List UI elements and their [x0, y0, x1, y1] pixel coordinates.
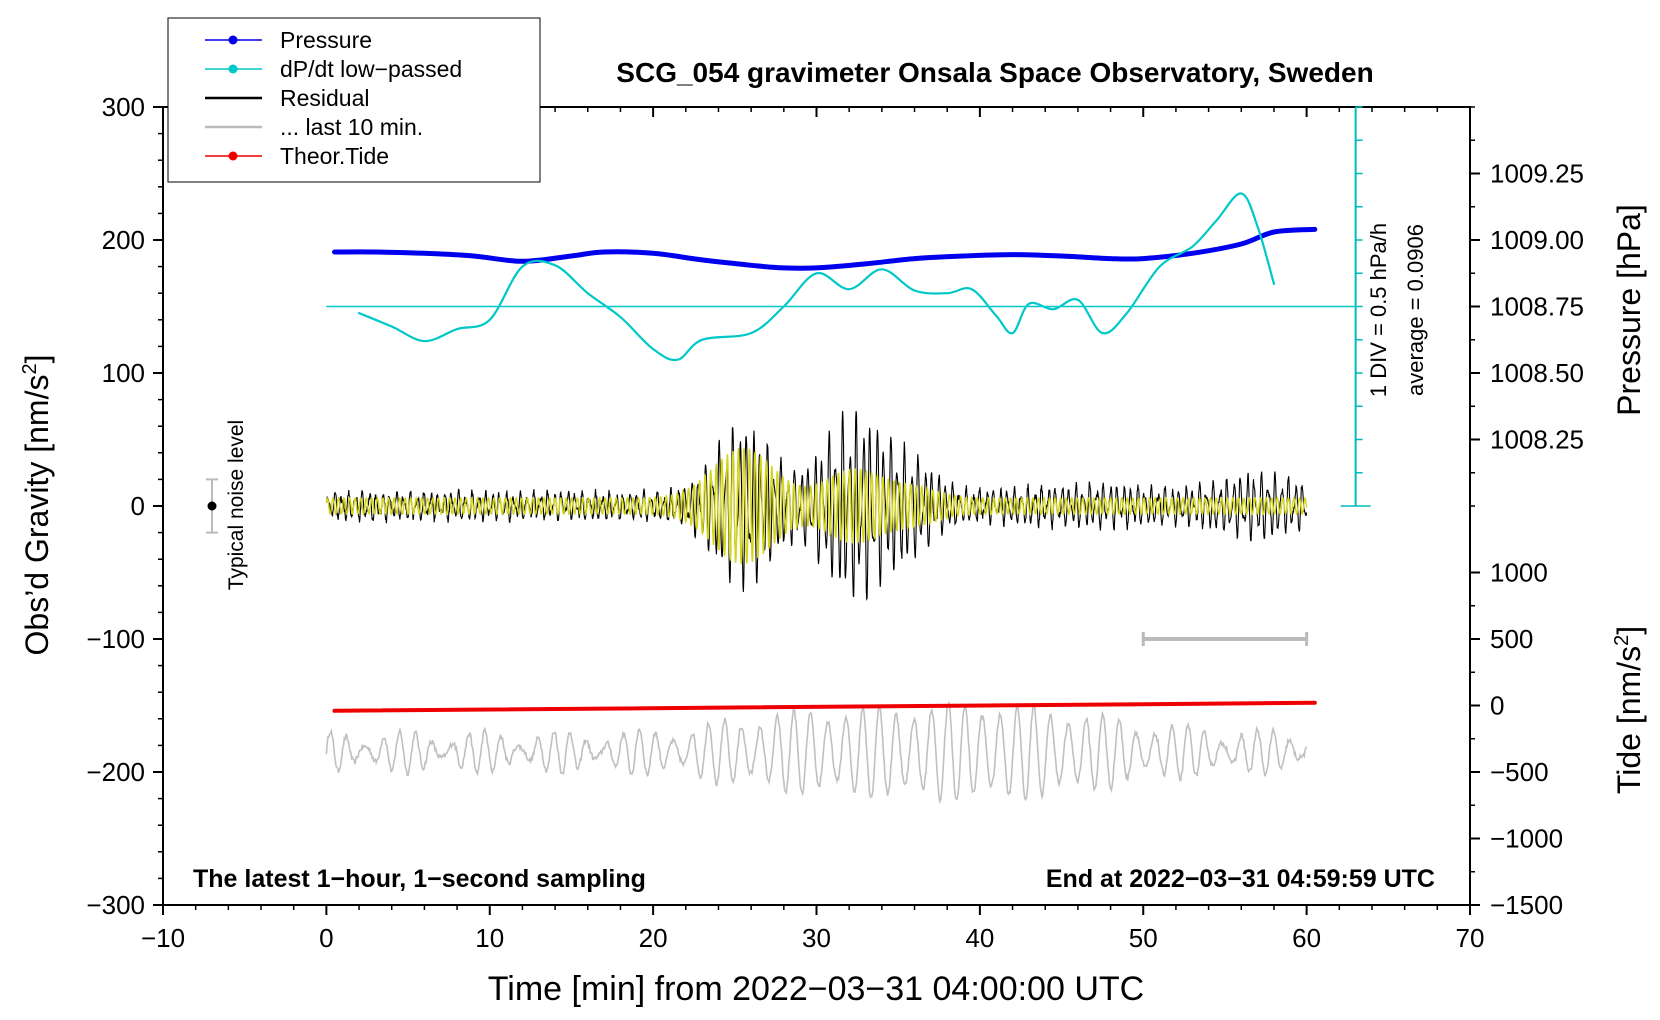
last-10min-trace — [325, 701, 1308, 804]
legend-entry: Residual — [205, 85, 370, 111]
pressure-tick-label: 1009.00 — [1490, 225, 1584, 255]
x-tick-label: 70 — [1456, 923, 1485, 953]
tide-tick-label: 500 — [1490, 624, 1533, 654]
pressure-tick-label: 1008.50 — [1490, 358, 1584, 388]
tide-tick-label: −1500 — [1490, 890, 1563, 920]
x-axis-ticks: −10 0 10 20 30 40 50 60 70 — [141, 107, 1485, 953]
annotation-end-time: End at 2022−03−31 04:59:59 UTC — [1046, 865, 1435, 893]
annotation-sampling: The latest 1−hour, 1−second sampling — [193, 865, 646, 893]
x-tick-label: 50 — [1129, 923, 1158, 953]
legend-label: ... last 10 min. — [280, 114, 423, 140]
y-left-tick-label: 0 — [131, 491, 145, 521]
legend-label: dP/dt low−passed — [280, 56, 462, 82]
noise-point — [207, 501, 217, 511]
tide-label-main: Tide [nm/s — [1611, 646, 1647, 794]
pressure-series — [332, 226, 1318, 271]
x-tick-label: 0 — [319, 923, 333, 953]
y-left-label-main: Obs’d Gravity [nm/s — [19, 375, 55, 656]
x-tick-label: 60 — [1292, 923, 1321, 953]
lowpass-residual-trace — [325, 447, 1308, 565]
legend: Pressure dP/dt low−passed Residual ... last… — [167, 17, 541, 183]
pressure-tick-label: 1008.25 — [1490, 425, 1584, 455]
pressure-axis-ticks: 1008.25 1008.50 1008.75 1009.00 1009.25 — [1470, 106, 1584, 507]
series-layer — [325, 192, 1356, 804]
pressure-tick-label: 1008.75 — [1490, 292, 1584, 322]
tide-tick-label: −500 — [1490, 757, 1549, 787]
legend-entry: Pressure — [205, 27, 372, 53]
legend-label: Pressure — [280, 27, 372, 53]
tide-tick-label: 1000 — [1490, 558, 1548, 588]
legend-swatch-dot — [228, 151, 238, 161]
average-label: average = 0.0906 — [1403, 224, 1428, 396]
y-left-label-sup: 2 — [19, 363, 41, 374]
extras-layer — [206, 478, 1309, 646]
legend-swatch-dot — [228, 35, 238, 45]
div-label: 1 DIV = 0.5 hPa/h — [1366, 223, 1391, 397]
x-tick-label: 30 — [802, 923, 831, 953]
legend-entry: Theor.Tide — [205, 143, 389, 169]
chart-title: SCG_054 gravimeter Onsala Space Observat… — [616, 57, 1373, 88]
y-left-tick-label: 100 — [102, 358, 145, 388]
legend-swatch-dot — [228, 64, 238, 74]
tide-label-sup: 2 — [1611, 635, 1633, 646]
legend-label: Theor.Tide — [280, 143, 389, 169]
y-left-tick-label: 200 — [102, 225, 145, 255]
y-left-label-end: ] — [19, 355, 55, 364]
legend-entries: Pressure dP/dt low−passed Residual ... last… — [205, 27, 462, 169]
legend-label: Residual — [280, 85, 370, 111]
x-axis-label: Time [min] from 2022−03−31 04:00:00 UTC — [488, 970, 1144, 1008]
y-left-tick-label: −200 — [86, 757, 145, 787]
y-left-tick-label: −300 — [86, 890, 145, 920]
tide-label-end: ] — [1611, 626, 1647, 635]
y-axis-label-left: Obs’d Gravity [nm/s2] — [19, 355, 55, 656]
legend-entry: dP/dt low−passed — [205, 56, 462, 82]
tide-tick-label: −1000 — [1490, 824, 1563, 854]
y-left-axis-ticks: −300 −200 −100 0 100 200 300 — [86, 92, 163, 920]
x-tick-label: −10 — [141, 923, 185, 953]
noise-label: Typical noise level — [225, 420, 248, 590]
theor-tide-series — [332, 700, 1317, 713]
legend-entry: ... last 10 min. — [205, 114, 423, 140]
y-left-tick-label: 300 — [102, 92, 145, 122]
tide-axis-ticks: −1500 −1000 −500 0 500 1000 — [1470, 558, 1563, 920]
y-axis-label-pressure: Pressure [hPa] — [1611, 204, 1647, 416]
y-left-tick-label: −100 — [86, 624, 145, 654]
tide-tick-label: 0 — [1490, 691, 1504, 721]
x-tick-label: 20 — [639, 923, 668, 953]
x-tick-label: 10 — [475, 923, 504, 953]
x-tick-label: 40 — [965, 923, 994, 953]
pressure-tick-label: 1009.25 — [1490, 159, 1584, 189]
y-axis-label-tide: Tide [nm/s2] — [1611, 626, 1647, 794]
dp-dt-low-passed-series — [357, 192, 1276, 362]
legend-box — [167, 17, 541, 183]
